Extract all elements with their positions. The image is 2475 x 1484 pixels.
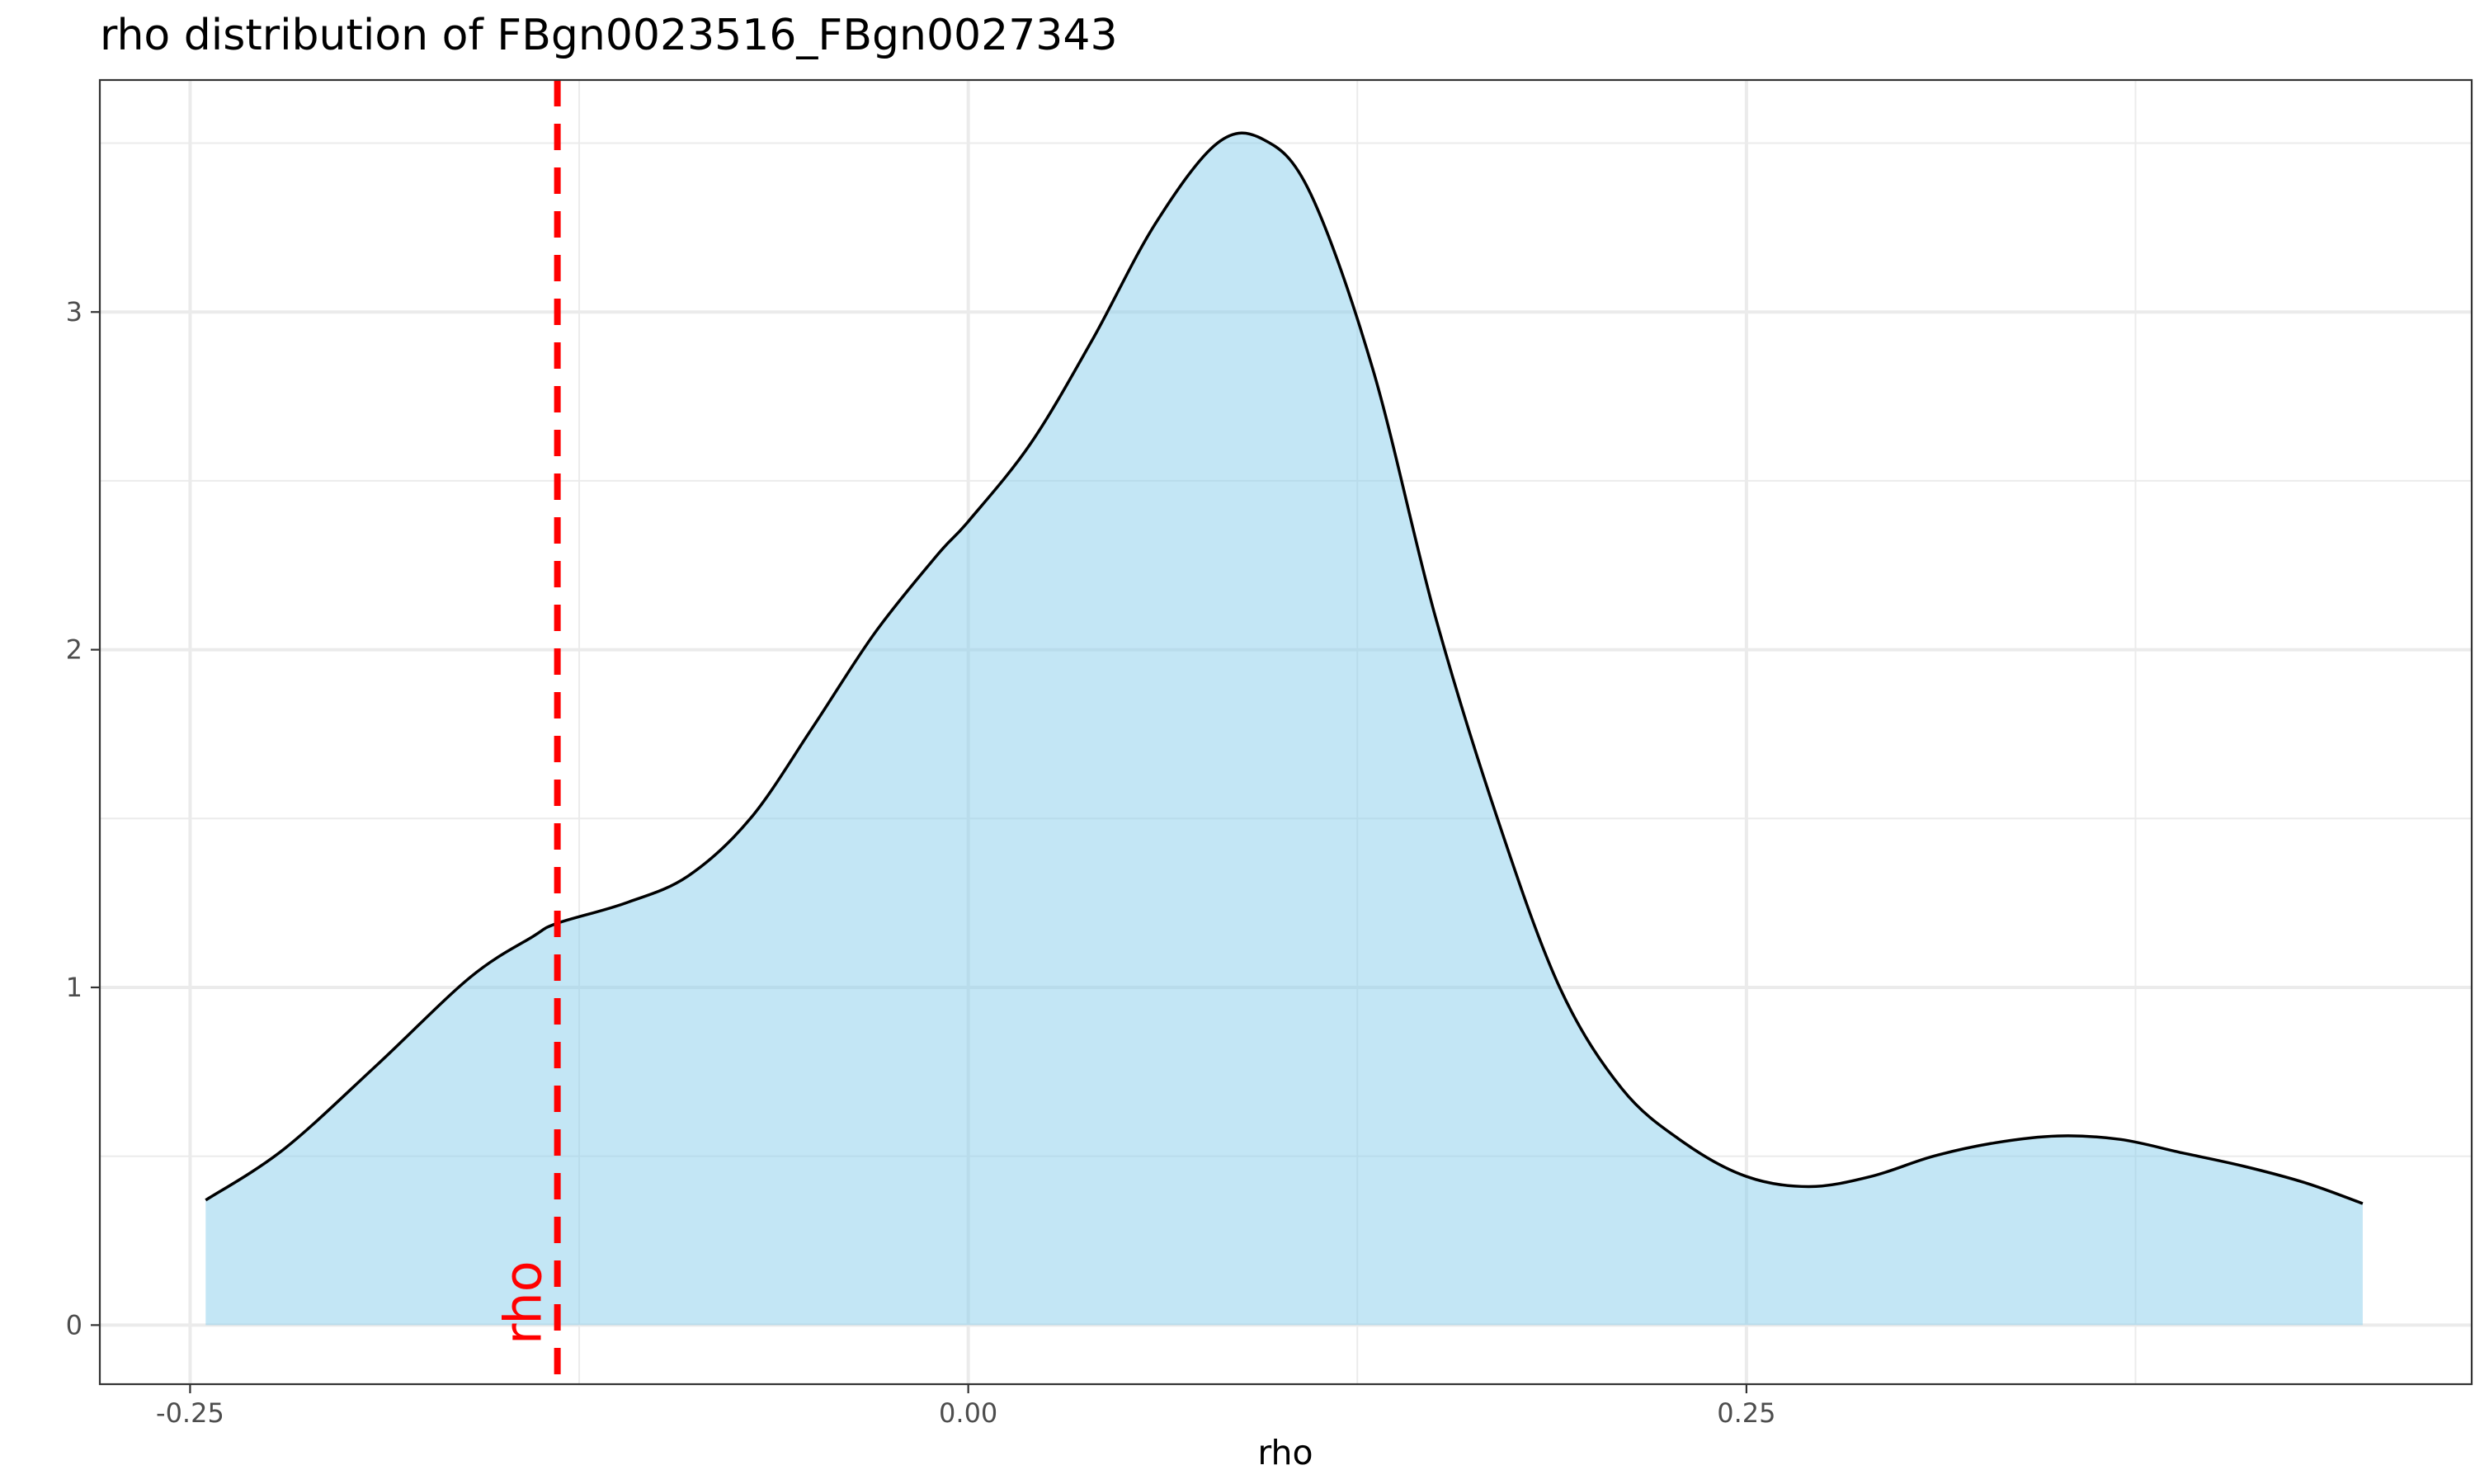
x-tick-label: -0.25 <box>156 1397 224 1429</box>
chart-title: rho distribution of FBgn0023516_FBgn0027… <box>100 11 1118 60</box>
reference-line-label: rho <box>493 1260 554 1345</box>
x-tick-label: 0.25 <box>1717 1397 1775 1429</box>
density-layer <box>205 131 2364 1326</box>
y-tick-label: 3 <box>66 296 82 327</box>
y-axis-ticks: 0 1 2 3 <box>66 296 100 1340</box>
density-curve <box>205 131 2364 1205</box>
plot-border <box>98 78 2473 1386</box>
y-tick-label: 2 <box>66 634 82 666</box>
x-tick-label: 0.00 <box>939 1397 997 1429</box>
density-area <box>205 133 2363 1326</box>
x-axis-ticks: -0.25 0.00 0.25 <box>156 1384 1776 1429</box>
x-axis-title: rho <box>1257 1433 1313 1472</box>
y-tick-label: 1 <box>66 972 82 1003</box>
y-tick-label: 0 <box>66 1309 82 1340</box>
